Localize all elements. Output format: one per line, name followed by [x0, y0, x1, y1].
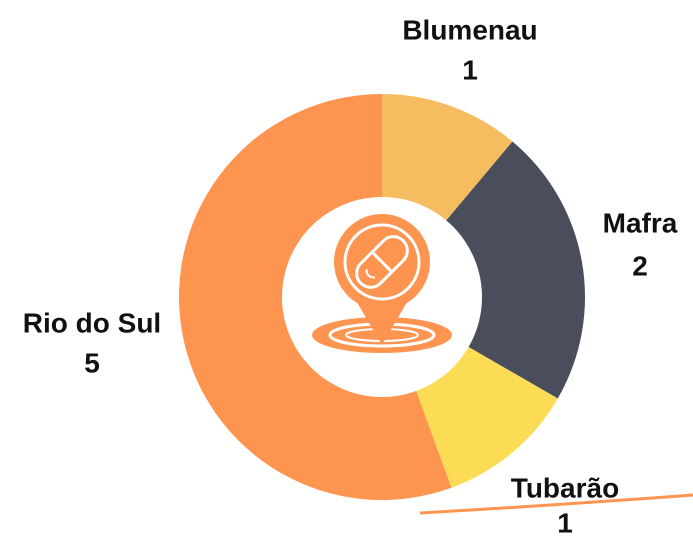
- slice-value: 1: [462, 54, 478, 85]
- center-icon: [312, 214, 452, 353]
- slice-label: Tubarão: [511, 472, 619, 503]
- decoration-line: [419, 493, 693, 515]
- slice-value: 1: [557, 507, 573, 538]
- slice: [382, 141, 585, 399]
- slice-label: Rio do Sul: [23, 307, 161, 338]
- slice-value: 2: [632, 250, 648, 281]
- slice-label: Mafra: [603, 207, 678, 238]
- slice-label: Blumenau: [402, 14, 537, 45]
- slice-value: 5: [84, 347, 100, 378]
